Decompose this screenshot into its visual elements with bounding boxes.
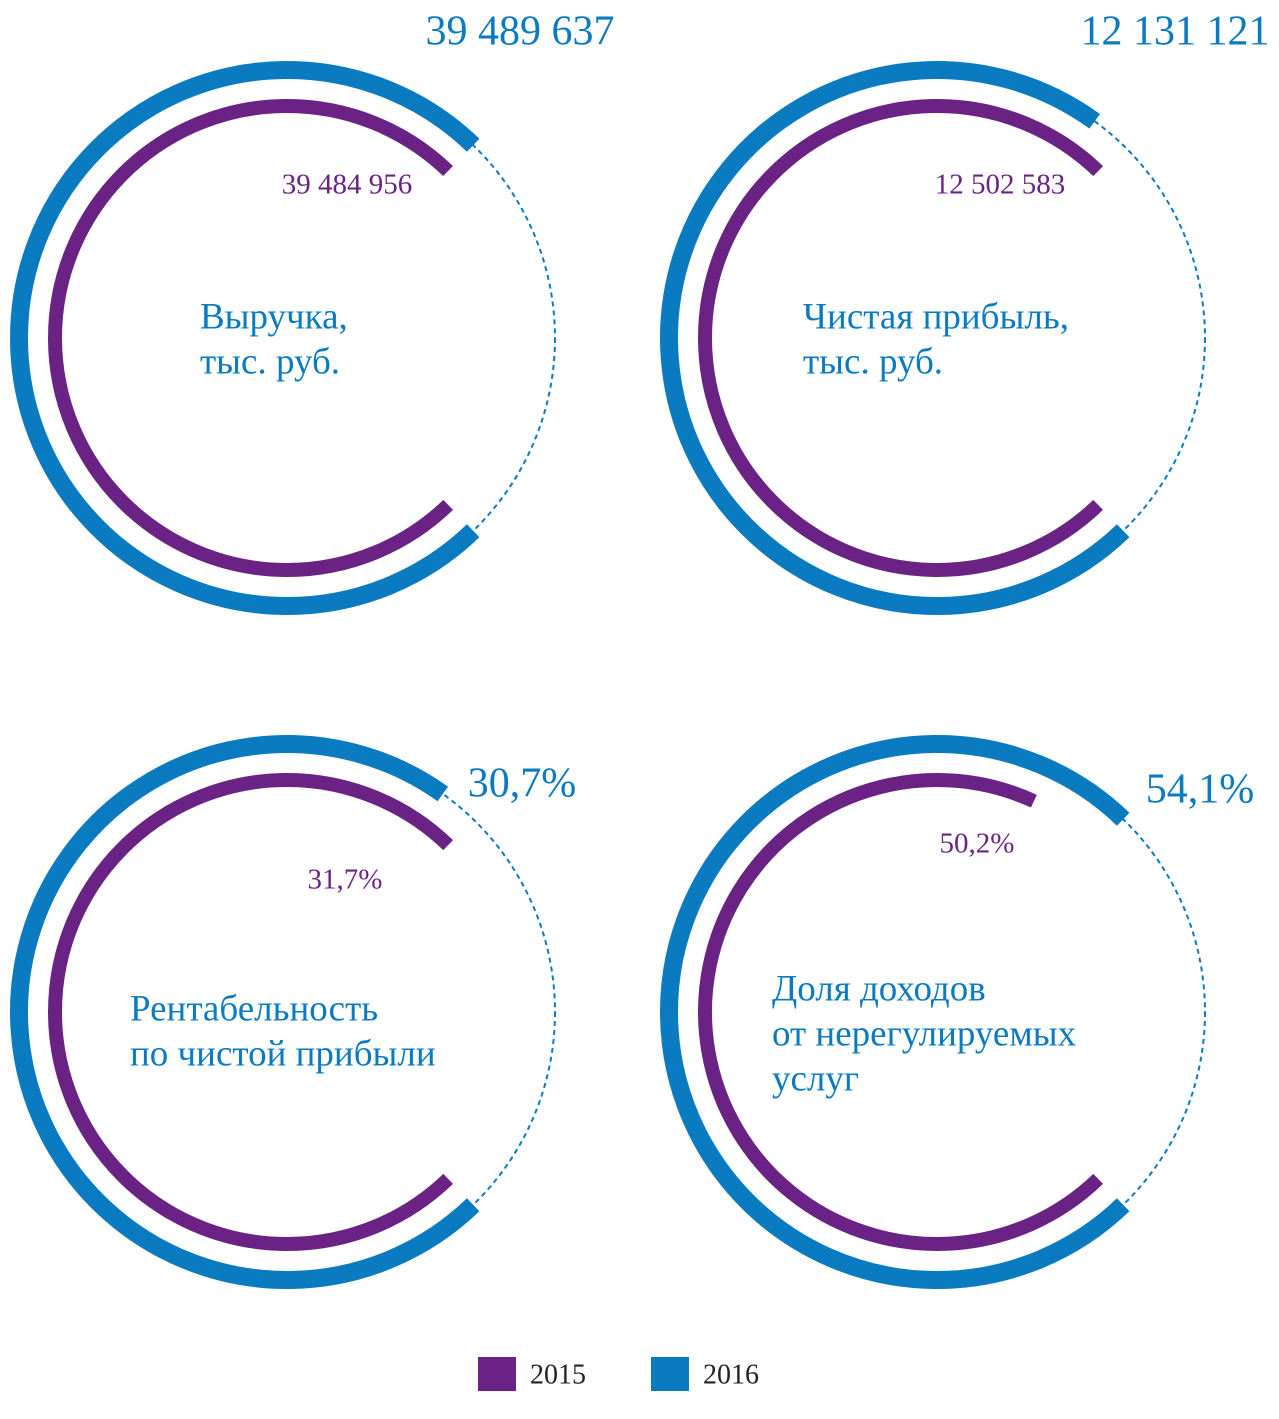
arc-bar	[48, 773, 454, 1251]
value-label-2015: 31,7%	[308, 864, 383, 896]
legend-label: 2016	[703, 1359, 759, 1390]
value-label-2016: 30,7%	[468, 761, 577, 807]
arc-bar	[10, 61, 480, 615]
chart-title: Выручка,	[200, 296, 348, 337]
arc-bar	[698, 773, 1104, 1251]
legend-label: 2015	[530, 1359, 586, 1390]
value-label-2015: 12 502 583	[935, 169, 1066, 201]
value-label-2016: 39 489 637	[426, 9, 615, 55]
chart-title: от нерегулируемых	[772, 1013, 1077, 1054]
value-label-2016: 12 131 121	[1081, 9, 1270, 55]
arc-bar	[698, 99, 1104, 577]
legend-swatch	[651, 1357, 689, 1391]
value-label-2015: 50,2%	[940, 828, 1015, 860]
value-label-2015: 39 484 956	[282, 169, 413, 201]
legend-swatch	[478, 1357, 516, 1391]
chart-title: услуг	[772, 1058, 859, 1099]
arc-bar	[660, 735, 1130, 1289]
chart-title: тыс. руб.	[803, 341, 943, 382]
arc-bar	[48, 99, 454, 577]
chart-title: по чистой прибыли	[130, 1033, 436, 1074]
chart-title: тыс. руб.	[200, 341, 340, 382]
chart-title: Чистая прибыль,	[803, 296, 1069, 337]
arc-bar	[660, 61, 1130, 615]
chart-title: Доля доходов	[772, 968, 986, 1009]
arc-bar	[10, 735, 480, 1289]
chart-title: Рентабельность	[130, 988, 378, 1029]
value-label-2016: 54,1%	[1146, 767, 1255, 813]
